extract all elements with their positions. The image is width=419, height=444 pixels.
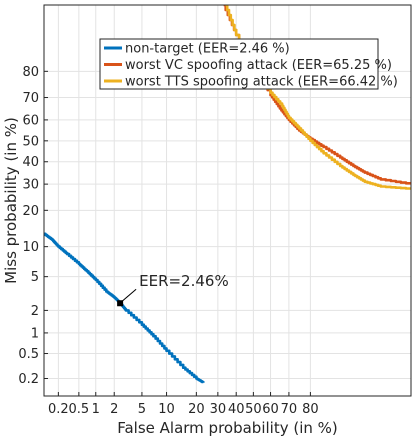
legend-box [99, 38, 379, 90]
legend-entry: worst TTS spoofing attack (EER=66.42 %) [125, 75, 398, 90]
y-tick-label: 80 [22, 65, 39, 80]
axes-box [43, 4, 412, 397]
series-line-2 [223, 5, 411, 185]
y-axis-label: Miss probability (in %) [2, 117, 20, 284]
y-tick-label: 70 [22, 91, 39, 106]
x-tick-label: 0.5 [69, 402, 90, 417]
y-tick-label: 50 [22, 134, 39, 149]
annotation-layer: EER=2.46% [117, 272, 229, 307]
x-tick-label: 20 [188, 402, 205, 417]
y-tick-label: 10 [22, 240, 39, 255]
y-tick-label: 2 [31, 304, 39, 319]
x-tick-label: 5 [138, 402, 146, 417]
legend-entry: worst VC spoofing attack (EER=65.25 %) [125, 58, 392, 73]
x-tick-label: 80 [302, 402, 319, 417]
x-tick-label: 60 [262, 402, 279, 417]
x-tick-label: 70 [281, 402, 298, 417]
series-line-1 [44, 232, 205, 384]
y-tick-label: 20 [22, 204, 39, 219]
x-tick-label: 1 [92, 402, 100, 417]
y-tick-label: 40 [22, 155, 39, 170]
x-tick-label: 40 [228, 402, 245, 417]
legend: non-target (EER=2.46 %)worst VC spoofing… [99, 38, 398, 90]
annotation-leader-line [121, 288, 137, 302]
x-tick-label: 50 [245, 402, 262, 417]
x-tick-label: 30 [210, 402, 227, 417]
y-tick-label: 5 [31, 270, 39, 285]
y-axis: 0.2 0.5 1 2 5 10 20 30 40 50 60 70 80 [18, 65, 48, 387]
y-tick-label: 1 [31, 326, 39, 341]
eer-annotation: EER=2.46% [139, 272, 229, 290]
eer-marker [117, 300, 124, 307]
x-tick-label: 2 [110, 402, 118, 417]
y-tick-label: 60 [22, 113, 39, 128]
x-axis: 0.2 0.5 1 2 5 10 20 30 40 50 60 70 80 [48, 392, 319, 417]
y-tick-label: 30 [22, 178, 39, 193]
x-axis-label: False Alarm probability (in %) [117, 419, 338, 437]
x-tick-label: 10 [158, 402, 175, 417]
y-tick-label: 0.2 [18, 372, 39, 387]
legend-entry: non-target (EER=2.46 %) [125, 42, 290, 57]
x-tick-label: 0.2 [48, 402, 69, 417]
y-tick-label: 0.5 [18, 347, 39, 362]
